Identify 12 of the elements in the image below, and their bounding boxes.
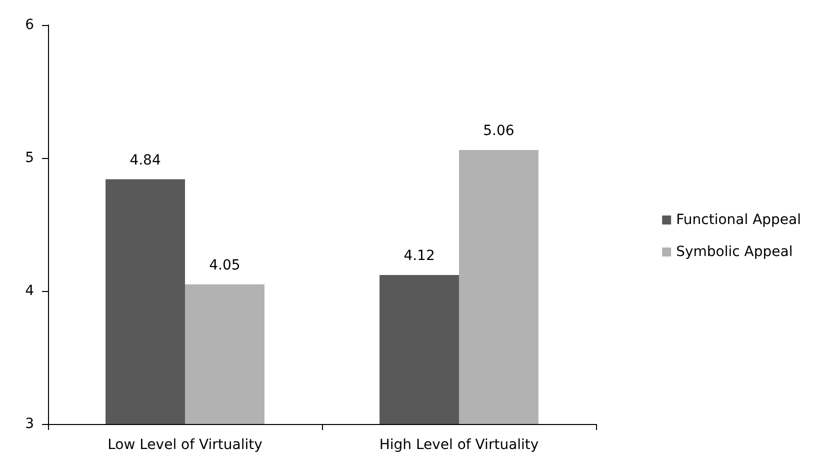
data-label: 5.06 bbox=[483, 123, 514, 140]
data-label: 4.84 bbox=[130, 152, 161, 168]
legend-label: Symbolic Appeal bbox=[676, 244, 793, 260]
y-tick-label: 6 bbox=[25, 17, 34, 33]
y-tick-label: 3 bbox=[25, 416, 34, 432]
data-label: 4.05 bbox=[209, 257, 240, 274]
legend-label: Functional Appeal bbox=[676, 212, 802, 228]
y-tick-label: 5 bbox=[25, 150, 34, 166]
data-label: 4.12 bbox=[404, 248, 435, 264]
x-tick-label: High Level of Virtuality bbox=[379, 437, 539, 453]
y-tick-label: 4 bbox=[25, 283, 34, 299]
x-tick-label: Low Level of Virtuality bbox=[108, 437, 262, 453]
